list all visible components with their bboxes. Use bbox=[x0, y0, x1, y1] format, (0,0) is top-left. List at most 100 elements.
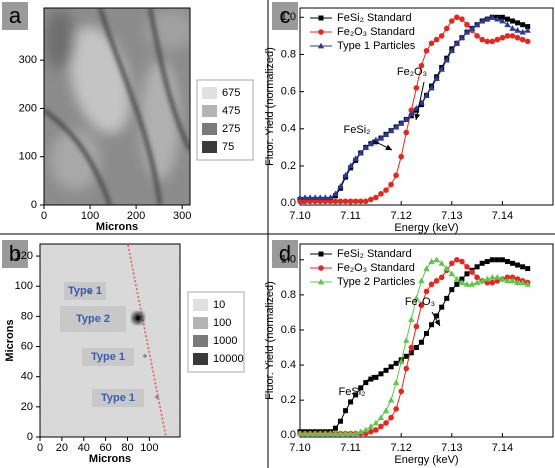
marker bbox=[306, 194, 314, 200]
marker bbox=[509, 25, 516, 31]
y-tick-label: 0.0 bbox=[281, 429, 296, 441]
marker bbox=[489, 274, 496, 280]
x-tick-label: 0 bbox=[41, 210, 47, 222]
marker bbox=[332, 430, 339, 436]
panel-label: b bbox=[9, 241, 21, 266]
marker bbox=[377, 134, 385, 141]
marker bbox=[392, 379, 400, 386]
y-tick-label: 1.0 bbox=[281, 254, 296, 266]
marker bbox=[357, 428, 364, 435]
marker bbox=[509, 277, 516, 284]
colorbar-label: 275 bbox=[222, 123, 240, 135]
colorbar-label: 475 bbox=[222, 105, 240, 117]
colorbar-label: 10000 bbox=[213, 353, 244, 365]
marker bbox=[525, 24, 531, 30]
x-tick-label: 7.14 bbox=[492, 442, 513, 454]
marker bbox=[519, 279, 526, 285]
marker bbox=[428, 281, 435, 288]
marker bbox=[489, 13, 496, 20]
particle-label: Type 1 bbox=[68, 285, 102, 297]
particle-label: Type 1 bbox=[101, 392, 135, 404]
marker bbox=[524, 281, 531, 287]
marker bbox=[392, 123, 400, 130]
colorbar-swatch bbox=[193, 299, 208, 311]
marker bbox=[403, 353, 409, 359]
plot-frame bbox=[299, 243, 554, 438]
colorbar-swatch bbox=[202, 141, 217, 153]
marker bbox=[362, 198, 369, 205]
x-tick-label: 7.13 bbox=[441, 442, 462, 454]
y-tick-label: 1.0 bbox=[281, 11, 296, 23]
legend-label: Fe₂O₃ Standard bbox=[337, 26, 415, 38]
marker bbox=[463, 281, 471, 287]
marker bbox=[398, 388, 405, 395]
marker bbox=[444, 295, 450, 301]
panel-label: c bbox=[280, 3, 291, 28]
marker bbox=[499, 17, 506, 24]
y-tick-label: 300 bbox=[19, 54, 37, 66]
marker bbox=[368, 196, 374, 203]
marker bbox=[449, 287, 455, 293]
marker bbox=[494, 257, 500, 263]
marker bbox=[433, 36, 440, 43]
x-tick-label: 7.11 bbox=[340, 210, 361, 222]
marker bbox=[352, 198, 359, 205]
marker bbox=[468, 25, 476, 31]
marker bbox=[473, 279, 481, 285]
marker bbox=[499, 275, 506, 282]
legend-label: Type 1 Particles bbox=[337, 40, 416, 52]
marker bbox=[423, 92, 430, 98]
marker bbox=[504, 21, 511, 28]
marker bbox=[504, 259, 510, 265]
marker bbox=[443, 25, 450, 32]
marker bbox=[348, 399, 354, 405]
legend-marker bbox=[318, 265, 324, 271]
marker bbox=[398, 119, 405, 126]
marker bbox=[433, 278, 440, 284]
marker bbox=[398, 358, 405, 364]
panel-label: d bbox=[279, 241, 291, 266]
marker bbox=[322, 194, 329, 200]
x-tick-label: 7.10 bbox=[289, 210, 310, 222]
x-tick-label: 100 bbox=[81, 210, 99, 222]
marker bbox=[418, 277, 425, 284]
y-tick-label: 100 bbox=[19, 151, 37, 163]
marker bbox=[515, 262, 521, 268]
marker bbox=[464, 271, 470, 277]
marker bbox=[367, 140, 375, 147]
marker bbox=[347, 198, 354, 205]
x-tick-label: 80 bbox=[121, 442, 133, 454]
marker bbox=[342, 430, 349, 436]
x-tick-label: 40 bbox=[78, 442, 90, 454]
y-tick-label: 40 bbox=[21, 371, 33, 383]
marker bbox=[296, 430, 304, 436]
marker bbox=[434, 313, 440, 319]
marker bbox=[378, 423, 384, 430]
marker bbox=[363, 380, 369, 386]
marker bbox=[342, 171, 349, 178]
arrow-head bbox=[385, 144, 392, 150]
y-tick-label: 0.8 bbox=[281, 48, 296, 60]
marker bbox=[489, 279, 496, 286]
x-tick-label: 7.13 bbox=[441, 210, 462, 222]
marker bbox=[423, 47, 430, 54]
legend-marker bbox=[318, 251, 324, 257]
marker bbox=[423, 288, 430, 295]
y-tick-label: 0.6 bbox=[281, 86, 296, 98]
marker bbox=[499, 14, 505, 20]
y-tick-label: 0 bbox=[27, 431, 33, 443]
marker bbox=[443, 56, 450, 63]
x-axis-label: Microns bbox=[96, 221, 138, 233]
marker bbox=[296, 194, 304, 200]
marker bbox=[413, 323, 420, 330]
marker bbox=[408, 110, 415, 117]
marker bbox=[478, 277, 486, 284]
marker bbox=[479, 260, 485, 266]
marker bbox=[317, 194, 324, 200]
x-tick-label: 7.12 bbox=[390, 210, 411, 222]
marker bbox=[403, 337, 410, 343]
marker bbox=[388, 364, 394, 370]
marker bbox=[439, 304, 445, 310]
marker bbox=[311, 430, 319, 436]
marker bbox=[332, 425, 338, 431]
